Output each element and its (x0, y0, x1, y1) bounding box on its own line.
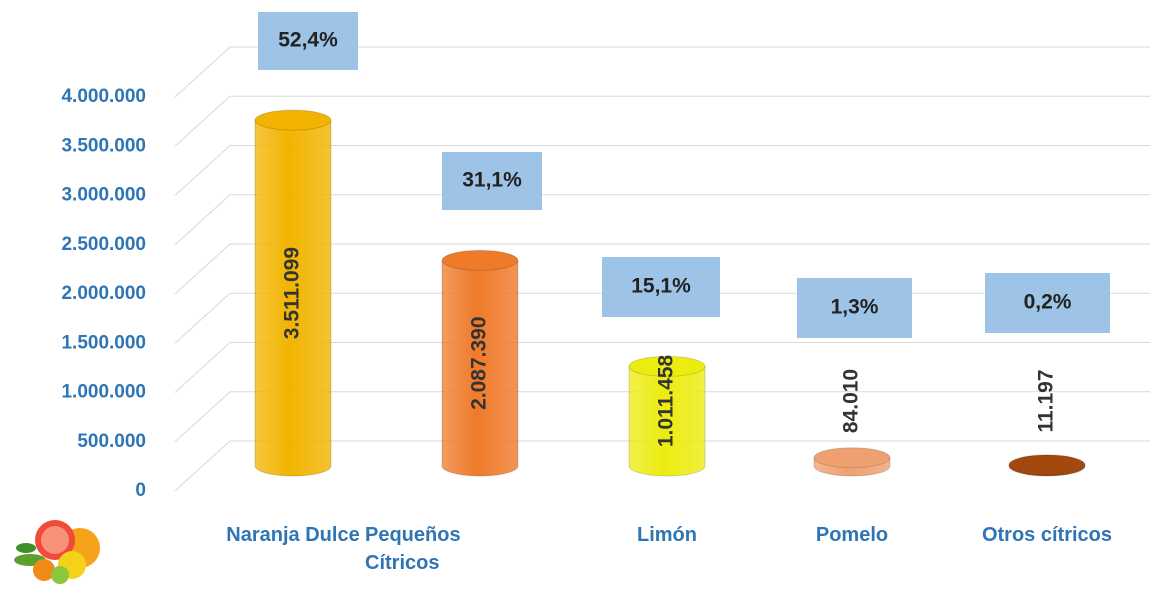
value-label: 84.010 (840, 369, 863, 433)
x-tick-label: Limón (582, 521, 752, 549)
grid-line-side (175, 96, 230, 146)
grid-line-side (175, 343, 230, 393)
y-tick-label: 500.000 (77, 431, 146, 452)
value-label: 1.011.458 (655, 355, 678, 448)
grid-line-side (175, 244, 230, 294)
annotation: 0,2% (1024, 291, 1072, 314)
bar-top (442, 250, 518, 270)
grid-line-side (175, 146, 230, 196)
bar-top (1009, 455, 1085, 475)
fruit-icon (14, 520, 100, 584)
chart-canvas: 0 500.000 1.000.000 1.500.000 2.000.000 2.500… (0, 0, 1153, 590)
value-label: 11.197 (1035, 369, 1058, 432)
x-tick-label: Otros cítricos (962, 521, 1132, 549)
x-tick-label: Pomelo (767, 521, 937, 549)
grid-line-side (175, 293, 230, 343)
y-tick-label: 3.000.000 (61, 185, 146, 206)
y-tick-label: 3.500.000 (61, 135, 146, 156)
annotation: 31,1% (462, 169, 522, 192)
x-tick-label: Naranja Dulce (208, 521, 378, 549)
annotation: 1,3% (831, 296, 879, 319)
grid-line-side (175, 195, 230, 245)
annotation: 15,1% (631, 275, 691, 298)
grid-line-side (175, 441, 230, 491)
annotation: 52,4% (278, 29, 338, 52)
y-tick-label: 2.000.000 (61, 283, 146, 304)
y-tick-label: 1.500.000 (61, 332, 146, 353)
grid-line-side (175, 47, 230, 97)
y-tick-label: 1.000.000 (61, 382, 146, 403)
y-tick-label: 0 (135, 480, 146, 501)
y-tick-label: 4.000.000 (61, 86, 146, 107)
bar-top (814, 448, 890, 468)
x-tick-label: Pequeños Cítricos (365, 521, 485, 577)
chart: 0 500.000 1.000.000 1.500.000 2.000.000 2.500… (0, 0, 1153, 590)
y-tick-label: 2.500.000 (61, 234, 146, 255)
bar-top (255, 110, 331, 130)
value-label: 3.511.099 (281, 247, 304, 339)
grid-line-side (175, 392, 230, 442)
value-label: 2.087.390 (468, 316, 491, 409)
